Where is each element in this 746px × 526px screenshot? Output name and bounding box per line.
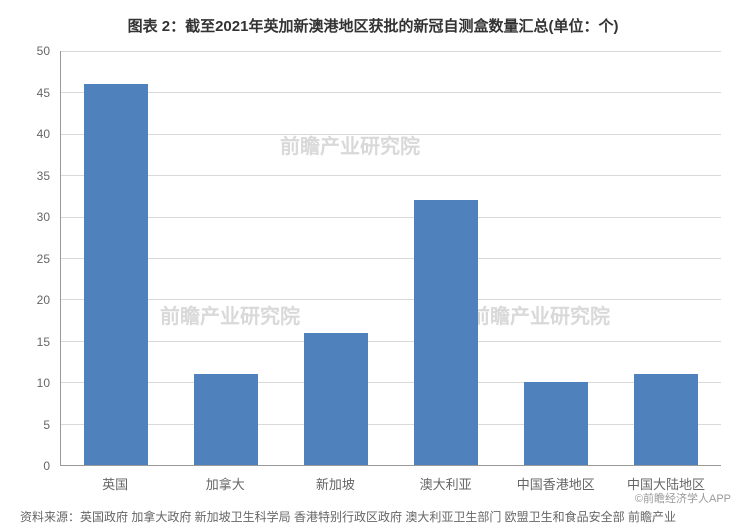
bar xyxy=(414,200,478,465)
y-axis: 05101520253035404550 xyxy=(25,51,55,466)
x-tick-label: 澳大利亚 xyxy=(391,474,501,493)
chart-title: 图表 2：截至2021年英加新澳港地区获批的新冠自测盒数量汇总(单位：个) xyxy=(15,10,731,51)
x-tick-label: 中国香港地区 xyxy=(501,474,611,493)
x-axis-labels: 英国加拿大新加坡澳大利亚中国香港地区中国大陆地区 xyxy=(60,466,721,493)
bar-group xyxy=(171,51,281,465)
bar-group xyxy=(611,51,721,465)
y-tick-label: 5 xyxy=(43,418,50,432)
y-tick-label: 50 xyxy=(37,44,50,58)
y-tick-label: 15 xyxy=(37,335,50,349)
x-tick-label: 英国 xyxy=(60,474,170,493)
y-tick-label: 45 xyxy=(37,86,50,100)
source-text: 资料来源：英国政府 加拿大政府 新加坡卫生科学局 香港特别行政区政府 澳大利亚卫… xyxy=(15,508,731,525)
y-tick-label: 10 xyxy=(37,376,50,390)
x-tick-label: 新加坡 xyxy=(280,474,390,493)
bar xyxy=(84,84,148,465)
bars-area xyxy=(60,51,721,466)
y-tick-label: 25 xyxy=(37,252,50,266)
y-tick-label: 0 xyxy=(43,459,50,473)
y-tick-label: 30 xyxy=(37,210,50,224)
plot-area: 05101520253035404550 xyxy=(60,51,721,466)
bar xyxy=(304,333,368,465)
x-tick-label: 加拿大 xyxy=(170,474,280,493)
chart-container: 图表 2：截至2021年英加新澳港地区获批的新冠自测盒数量汇总(单位：个) 前瞻… xyxy=(0,0,746,526)
bar-group xyxy=(391,51,501,465)
y-tick-label: 35 xyxy=(37,169,50,183)
bar-group xyxy=(281,51,391,465)
bar xyxy=(194,374,258,465)
y-tick-label: 40 xyxy=(37,127,50,141)
attribution-text: ©前瞻经济学人APP xyxy=(635,490,731,506)
bar-group xyxy=(61,51,171,465)
bar-group xyxy=(501,51,611,465)
bar xyxy=(634,374,698,465)
bar xyxy=(524,382,588,465)
y-tick-label: 20 xyxy=(37,293,50,307)
